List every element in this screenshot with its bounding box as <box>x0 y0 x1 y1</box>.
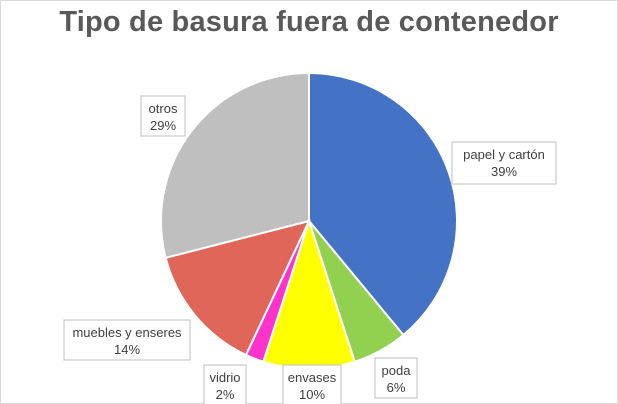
pie-slice-muebles-y-enseres <box>164 219 311 357</box>
data-label-box <box>203 364 247 404</box>
data-label-box <box>63 319 191 361</box>
data-label-category: muebles y enseres <box>72 325 182 340</box>
data-label-category: papel y cartón <box>463 147 545 162</box>
data-label-value: 14% <box>114 342 140 357</box>
data-label-otros: otros 29% <box>140 95 186 137</box>
data-label-vidrio: vidrio 2% <box>203 364 247 404</box>
data-label-category: vidrio <box>209 370 240 385</box>
data-label-category: envases <box>288 370 337 385</box>
data-label-value: 39% <box>491 164 517 179</box>
data-label-category: otros <box>149 101 178 116</box>
data-label-value: 2% <box>216 387 235 402</box>
data-label-value: 10% <box>299 387 325 402</box>
data-label-box <box>282 364 342 404</box>
data-label-box <box>451 141 557 185</box>
data-label-papel-y-carton: papel y cartón 39% <box>451 141 557 185</box>
data-label-value: 29% <box>150 118 176 133</box>
pie-slice-papel-y-carton <box>308 71 458 337</box>
chart-title: Tipo de basura fuera de contenedor <box>59 6 559 38</box>
data-label-muebles-y-enseres: muebles y enseres 14% <box>63 319 191 361</box>
data-label-value: 6% <box>387 380 406 395</box>
data-label-box <box>140 95 186 137</box>
data-label-category: poda <box>382 363 412 378</box>
data-label-envases: envases 10% <box>282 364 342 404</box>
data-label-poda: poda 6% <box>374 357 418 399</box>
data-label-box <box>374 357 418 399</box>
pie-slice-otros <box>160 71 310 260</box>
